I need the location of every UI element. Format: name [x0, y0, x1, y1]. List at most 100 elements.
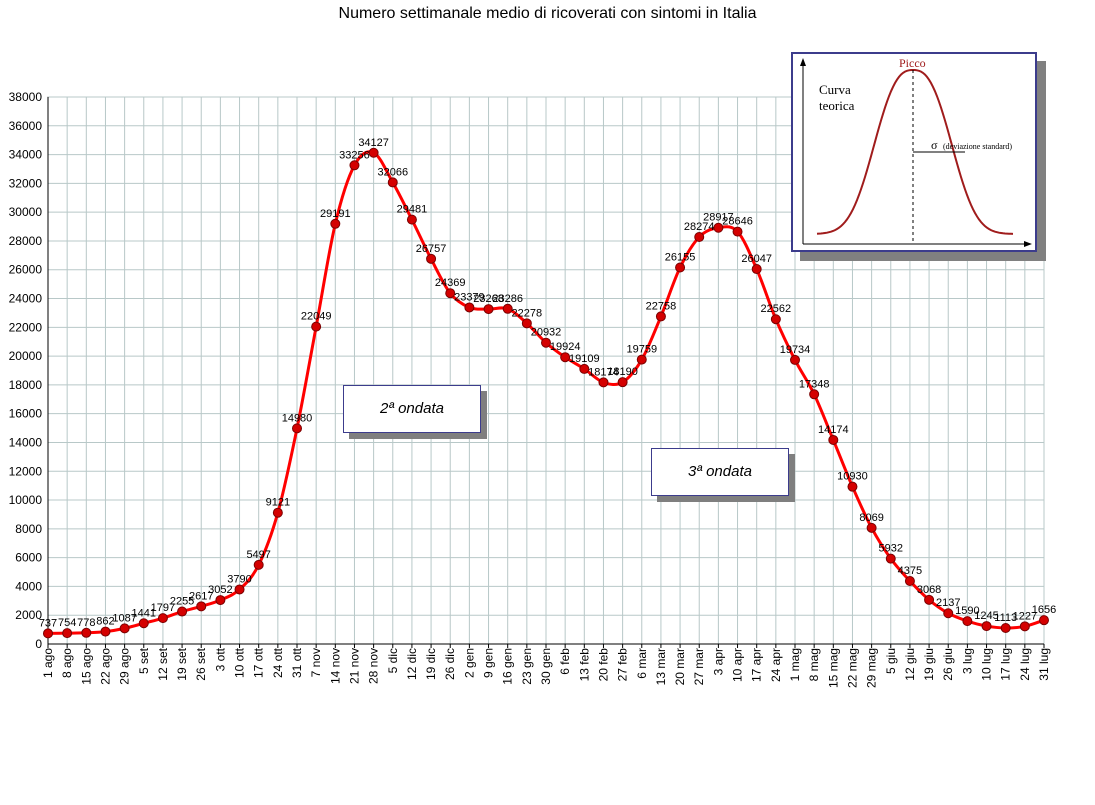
data-label: 17348 — [799, 378, 830, 390]
data-label: 18174 — [588, 366, 619, 378]
wave3-annotation: 3ª ondata — [651, 448, 789, 496]
y-tick-label: 14000 — [9, 435, 43, 449]
data-label: 18190 — [607, 366, 638, 378]
data-labels: 737 754 778 8621087144117972255261730523790… — [39, 137, 1056, 630]
data-label: 14980 — [282, 412, 313, 424]
data-point — [330, 218, 341, 229]
curve-label-line1: Curva — [819, 82, 851, 97]
data-label: 1590 — [955, 605, 979, 617]
x-tick-label: 3 ott — [213, 647, 227, 671]
x-tick-label: 1 mag — [788, 648, 802, 681]
y-tick-label: 20000 — [9, 349, 43, 363]
data-label: 5497 — [246, 549, 270, 561]
data-point — [292, 423, 302, 434]
x-tick-label: 23 gen — [520, 648, 534, 685]
x-tick-label: 12 dic — [405, 648, 419, 680]
x-tick-label: 26 dic — [443, 648, 457, 680]
data-point — [885, 553, 896, 564]
x-tick-label: 6 mar — [635, 648, 649, 679]
x-tick-label: 24 apr — [769, 648, 783, 682]
x-tick-label: 15 mag — [826, 648, 840, 688]
data-point — [502, 303, 513, 314]
y-tick-label: 34000 — [9, 148, 43, 162]
data-label: 23268 — [473, 293, 504, 305]
data-label: 1087 — [112, 612, 136, 624]
data-label: 1441 — [132, 607, 156, 619]
x-tick-label: 20 mar — [673, 648, 687, 685]
wave2-label: 2ª ondata — [380, 400, 444, 417]
y-tick-label: 28000 — [9, 234, 43, 248]
data-label: 22758 — [646, 300, 677, 312]
data-label: 19759 — [626, 344, 657, 356]
data-label: 29481 — [397, 204, 428, 216]
x-tick-label: 29 mag — [865, 648, 879, 688]
data-label: 1227 — [1013, 610, 1037, 622]
x-tick-label: 12 set — [156, 647, 170, 680]
data-label: 19924 — [550, 341, 581, 353]
data-point — [406, 214, 417, 225]
x-tick-label: 10 apr — [731, 648, 745, 682]
data-point — [847, 481, 858, 492]
x-tick-label: 24 lug — [1018, 648, 1032, 681]
x-tick-label: 31 ott — [290, 647, 304, 678]
y-tick-label: 6000 — [15, 551, 42, 565]
data-label: 3790 — [227, 573, 251, 585]
wave3-label: 3ª ondata — [688, 463, 752, 480]
x-tick-label: 17 lug — [999, 648, 1013, 681]
data-label: 19109 — [569, 353, 600, 365]
x-tick-label: 9 gen — [482, 648, 496, 678]
data-point — [636, 354, 647, 365]
x-tick-label: 8 mag — [807, 648, 821, 681]
data-point — [675, 262, 686, 273]
x-tick-label: 10 lug — [980, 648, 994, 681]
data-label: 22278 — [512, 307, 543, 319]
y-tick-label: 0 — [35, 637, 42, 651]
y-tick-label: 38000 — [9, 90, 43, 104]
data-label: 14174 — [818, 424, 849, 436]
x-tick-label: 12 giu — [903, 648, 917, 681]
data-label: 4375 — [898, 565, 922, 577]
x-tick-label: 28 nov — [367, 648, 381, 684]
data-point — [617, 377, 628, 388]
data-point — [541, 337, 551, 348]
data-point — [732, 226, 743, 237]
x-tick-label: 19 set — [175, 647, 189, 680]
x-tick-label: 2 gen — [462, 648, 476, 678]
data-label: 9121 — [266, 497, 290, 509]
data-point — [81, 627, 92, 638]
data-label: 24369 — [435, 277, 466, 289]
sigma-label: (deviazione standard) — [943, 142, 1012, 151]
data-point — [177, 606, 188, 617]
data-point — [157, 613, 168, 624]
data-label: 29191 — [320, 208, 351, 220]
y-tick-label: 24000 — [9, 292, 43, 306]
data-label: 1797 — [151, 602, 175, 614]
x-tick-label: 10 ott — [233, 647, 247, 678]
x-tick-label: 24 ott — [271, 647, 285, 678]
inset-diagram: Curva teorica Picco σ (deviazione standa… — [800, 56, 1032, 247]
data-point — [694, 232, 705, 243]
data-point — [119, 623, 130, 634]
data-point — [904, 576, 915, 587]
data-label: 5932 — [879, 543, 903, 555]
y-axis: 0 2000 4000 6000 8000 10000 12000 14000 16000 180… — [9, 90, 43, 651]
data-point — [368, 147, 379, 158]
y-tick-label: 12000 — [9, 464, 43, 478]
data-label: 28917 — [703, 212, 734, 224]
x-tick-label: 20 feb — [596, 648, 610, 682]
data-point — [1000, 622, 1011, 633]
y-tick-label: 22000 — [9, 320, 43, 334]
y-tick-label: 4000 — [15, 579, 42, 593]
x-tick-label: 5 giu — [884, 648, 898, 674]
data-label: 26047 — [741, 253, 772, 265]
x-tick-label: 14 nov — [328, 648, 342, 684]
data-label: 28274 — [684, 221, 715, 233]
data-label: 737 — [39, 617, 57, 629]
data-label: 19734 — [780, 344, 811, 356]
y-tick-label: 8000 — [15, 522, 42, 536]
data-label: 22562 — [761, 303, 792, 315]
inset-y-arrow — [800, 58, 806, 66]
data-point — [196, 601, 207, 612]
data-point — [751, 264, 762, 275]
x-tick-label: 26 set — [194, 647, 208, 680]
